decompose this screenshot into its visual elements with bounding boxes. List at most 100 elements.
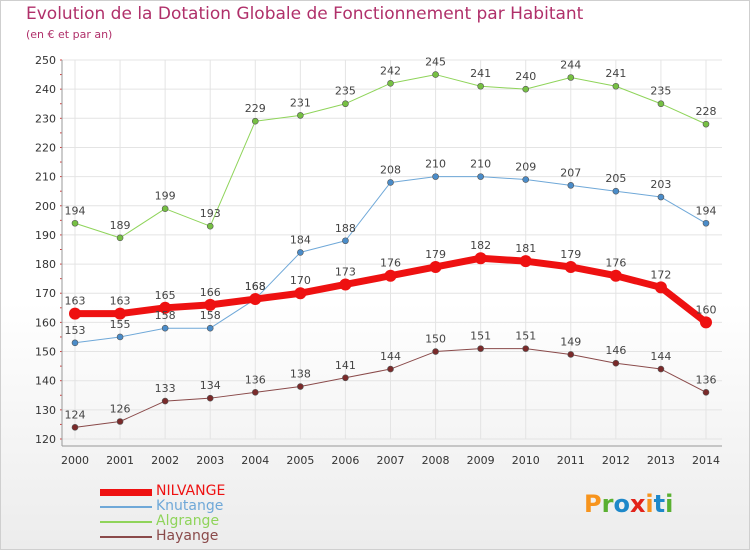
legend-label: Algrange [156, 513, 220, 529]
data-point-knutange [71, 339, 79, 347]
data-label-knutange: 203 [650, 178, 671, 191]
data-point-nilvange [700, 316, 712, 329]
data-label-nilvange: 163 [110, 295, 131, 308]
data-label-nilvange: 176 [605, 257, 626, 270]
data-point-knutange [612, 187, 620, 195]
x-tick-label: 2007 [377, 454, 405, 467]
data-point-hayange [342, 374, 349, 382]
data-point-algrange [342, 100, 349, 108]
legend-label: NILVANGE [156, 483, 226, 499]
data-label-algrange: 199 [155, 190, 176, 203]
data-point-knutange [387, 179, 394, 186]
y-tick-label: 150 [35, 346, 56, 359]
data-label-knutange: 168 [245, 280, 266, 293]
logo-letter: P [584, 490, 602, 518]
y-tick-label: 170 [35, 287, 56, 300]
logo-letter: i [645, 490, 654, 518]
data-point-nilvange [249, 293, 262, 306]
data-label-nilvange: 163 [65, 295, 86, 308]
data-point-knutange [342, 237, 349, 245]
data-label-algrange: 242 [380, 64, 401, 77]
data-label-algrange: 235 [650, 85, 671, 98]
x-tick-label: 2008 [422, 454, 450, 467]
data-point-nilvange [294, 287, 307, 300]
data-label-knutange: 155 [110, 318, 131, 331]
grid [62, 59, 722, 440]
legend-swatch [100, 536, 152, 538]
chart-subtitle: (en € et par an) [26, 28, 113, 41]
y-tick-label: 180 [35, 258, 56, 271]
y-tick-label: 250 [35, 54, 56, 67]
data-point-knutange [522, 176, 530, 183]
x-tick-label: 2010 [512, 454, 540, 467]
data-label-hayange: 151 [470, 330, 491, 343]
axes: 120 130 140 150 160 170 180 190 200 210 220 230 240 2… [35, 54, 722, 467]
data-point-nilvange [654, 281, 667, 294]
data-label-knutange: 205 [605, 172, 626, 185]
data-point-algrange [702, 120, 710, 128]
data-label-knutange: 210 [470, 158, 491, 171]
legend-swatch [100, 521, 152, 523]
x-tick-label: 2006 [331, 454, 359, 467]
y-tick-label: 120 [35, 433, 56, 446]
data-point-algrange [657, 100, 665, 108]
data-label-algrange: 228 [696, 105, 717, 118]
data-label-algrange: 245 [425, 56, 446, 69]
data-label-hayange: 150 [425, 333, 446, 346]
data-label-hayange: 136 [245, 373, 266, 386]
data-label-hayange: 136 [696, 373, 717, 386]
data-point-nilvange [339, 278, 352, 291]
data-label-algrange: 244 [560, 58, 581, 71]
data-point-algrange [432, 71, 439, 78]
data-label-nilvange: 182 [470, 239, 491, 252]
data-point-algrange [612, 82, 620, 90]
data-label-algrange: 229 [245, 102, 266, 115]
data-point-knutange [116, 333, 124, 341]
data-point-knutange [432, 173, 439, 180]
data-point-nilvange [159, 301, 172, 314]
proxiti-logo: Proxiti [584, 490, 673, 518]
data-point-knutange [477, 173, 484, 180]
data-label-algrange: 241 [470, 67, 491, 80]
data-label-knutange: 158 [200, 309, 221, 322]
data-label-knutange: 158 [155, 309, 176, 322]
data-label-hayange: 144 [650, 350, 671, 363]
data-point-knutange [206, 324, 214, 332]
data-label-nilvange: 160 [696, 303, 717, 316]
logo-letter: r [601, 490, 614, 518]
data-label-knutange: 184 [290, 233, 311, 246]
data-label-algrange: 231 [290, 96, 311, 109]
data-point-hayange [477, 345, 484, 352]
data-label-nilvange: 172 [650, 268, 671, 281]
data-label-nilvange: 179 [425, 248, 446, 261]
data-point-nilvange [114, 307, 127, 320]
data-label-nilvange: 165 [155, 289, 176, 302]
x-tick-label: 2000 [61, 454, 89, 467]
data-label-nilvange: 168 [245, 280, 266, 293]
legend-label: Knutange [156, 498, 224, 514]
y-tick-label: 220 [35, 141, 56, 154]
x-tick-label: 2001 [106, 454, 134, 467]
data-label-knutange: 194 [696, 204, 717, 217]
data-point-algrange [387, 80, 394, 87]
data-label-hayange: 138 [290, 368, 311, 381]
data-point-algrange [297, 112, 304, 119]
data-label-algrange: 241 [605, 67, 626, 80]
data-label-knutange: 208 [380, 163, 401, 176]
data-point-nilvange [474, 252, 487, 265]
data-point-algrange [71, 219, 79, 227]
data-label-hayange: 124 [65, 408, 86, 421]
y-tick-label: 160 [35, 316, 56, 329]
data-point-knutange [161, 324, 169, 332]
data-point-hayange [161, 397, 169, 405]
data-label-knutange: 210 [425, 158, 446, 171]
data-point-hayange [432, 348, 439, 355]
logo-letter: i [665, 490, 674, 518]
data-label-algrange: 240 [515, 70, 536, 83]
logo-letter: t [653, 490, 666, 518]
legend-label: Hayange [156, 528, 219, 544]
data-point-algrange [567, 74, 575, 81]
data-label-nilvange: 176 [380, 257, 401, 270]
data-point-hayange [116, 418, 124, 425]
